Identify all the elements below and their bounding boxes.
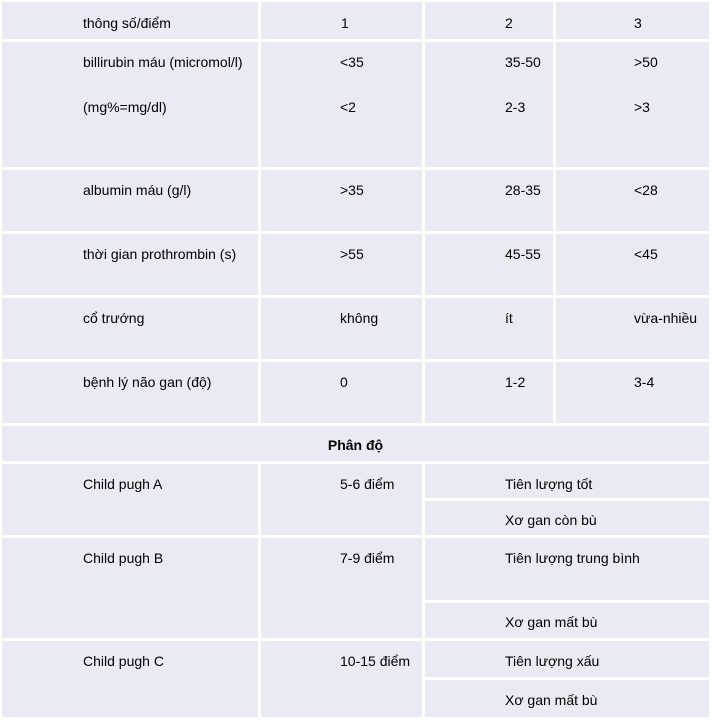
ascites-p1: không [340,310,379,326]
child-pugh-a-points: 5-6 điểm [340,476,395,492]
header-p1: 1 [341,15,349,31]
prothrombin-p1-cell: >55 [261,234,422,295]
bilirubin-p3-b: >3 [634,99,650,115]
header-p3: 3 [634,15,642,31]
prothrombin-label: thời gian prothrombin (s) [83,246,237,262]
child-pugh-b-status-cell: Xơ gan mất bù [425,603,709,638]
child-pugh-a-status: Xơ gan còn bù [505,512,597,528]
albumin-p1: >35 [340,182,364,198]
bilirubin-p2-b: 2-3 [505,99,526,115]
header-param-cell: thông số/điểm [2,2,258,39]
child-pugh-c-points: 10-15 điểm [340,653,411,669]
child-pugh-c-label-cell: Child pugh C [2,641,258,717]
child-pugh-c-prognosis-cell: Tiên lượng xấu [425,641,709,677]
bilirubin-label: billirubin máu (micromol/l) [83,54,243,70]
encephalopathy-p2-cell: 1-2 [425,362,553,423]
ascites-label: cổ trướng [83,310,145,326]
encephalopathy-p2: 1-2 [505,374,526,390]
encephalopathy-p3-cell: 3-4 [556,362,709,423]
ascites-p1-cell: không [261,298,422,359]
encephalopathy-p1: 0 [340,374,348,390]
encephalopathy-p3: 3-4 [634,374,655,390]
child-pugh-c-status: Xơ gan mất bù [505,692,598,708]
classification-title: Phân độ [327,437,384,453]
prothrombin-p1: >55 [340,246,364,262]
prothrombin-p3: <45 [634,246,658,262]
child-pugh-c-status-cell: Xơ gan mất bù [425,680,709,717]
albumin-p2: 28-35 [505,182,541,198]
bilirubin-p2-cell: 35-50 2-3 [425,42,553,167]
bilirubin-p3-cell: >50 >3 [556,42,709,167]
prothrombin-label-cell: thời gian prothrombin (s) [2,234,258,295]
child-pugh-b-points: 7-9 điểm [340,550,395,566]
bilirubin-p2-a: 35-50 [505,54,541,70]
header-param: thông số/điểm [83,15,171,31]
encephalopathy-label: bệnh lý não gan (độ) [83,374,212,390]
header-p2: 2 [505,15,513,31]
header-p2-cell: 2 [425,2,553,39]
bilirubin-p1-cell: <35 <2 [261,42,422,167]
encephalopathy-p1-cell: 0 [261,362,422,423]
albumin-p3: <28 [634,182,658,198]
albumin-label-cell: albumin máu (g/l) [2,170,258,231]
header-p1-cell: 1 [261,2,422,39]
child-pugh-b-prognosis-cell: Tiên lượng trung bình [425,538,709,600]
ascites-p3: vừa-nhiều [634,310,698,326]
ascites-label-cell: cổ trướng [2,298,258,359]
bilirubin-label-unit: (mg%=mg/dl) [83,99,167,115]
child-pugh-b-prognosis: Tiên lượng trung bình [505,550,640,566]
child-pugh-c-points-cell: 10-15 điểm [261,641,422,717]
child-pugh-a-points-cell: 5-6 điểm [261,464,422,535]
child-pugh-b-status: Xơ gan mất bù [505,614,598,630]
header-p3-cell: 3 [556,2,709,39]
child-pugh-b-points-cell: 7-9 điểm [261,538,422,638]
bilirubin-p1-b: <2 [340,99,356,115]
child-pugh-c-label: Child pugh C [83,653,164,669]
child-pugh-a-label-cell: Child pugh A [2,464,258,535]
albumin-p1-cell: >35 [261,170,422,231]
prothrombin-p2: 45-55 [505,246,541,262]
child-pugh-b-label: Child pugh B [83,550,164,566]
bilirubin-p1-a: <35 [340,54,364,70]
prothrombin-p2-cell: 45-55 [425,234,553,295]
child-pugh-c-prognosis: Tiên lượng xấu [505,653,600,669]
ascites-p2: ít [505,310,513,326]
child-pugh-a-prognosis: Tiên lượng tốt [505,476,593,492]
albumin-p3-cell: <28 [556,170,709,231]
ascites-p3-cell: vừa-nhiều [556,298,709,359]
encephalopathy-label-cell: bệnh lý não gan (độ) [2,362,258,423]
albumin-p2-cell: 28-35 [425,170,553,231]
bilirubin-label-cell: billirubin máu (micromol/l) (mg%=mg/dl) [2,42,258,167]
bilirubin-p3-a: >50 [634,54,658,70]
child-pugh-b-label-cell: Child pugh B [2,538,258,638]
albumin-label: albumin máu (g/l) [83,182,192,198]
child-pugh-a-status-cell: Xơ gan còn bù [425,501,709,535]
child-pugh-a-label: Child pugh A [83,476,163,492]
child-pugh-a-prognosis-cell: Tiên lượng tốt [425,464,709,498]
prothrombin-p3-cell: <45 [556,234,709,295]
ascites-p2-cell: ít [425,298,553,359]
classification-title-cell: Phân độ [2,426,709,461]
